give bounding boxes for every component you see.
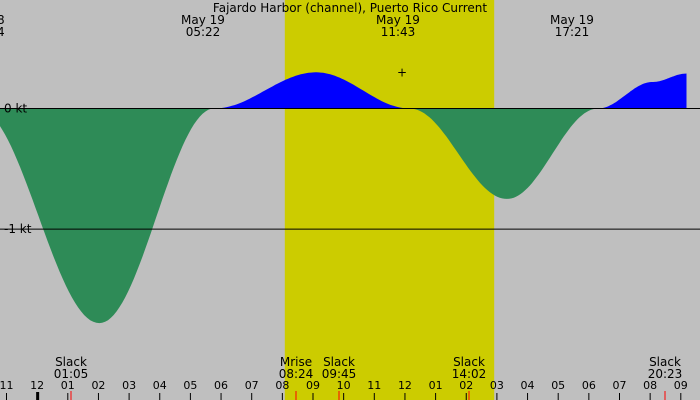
y-tick-label: 0 kt [4,102,27,116]
hour-tick-label: 12 [30,379,44,392]
bottom-event-name: Mrise [280,355,312,369]
y-axis-labels: 0 kt -1 kt [4,102,32,237]
bottom-event-name: Slack [323,355,355,369]
chart-title: Fajardo Harbor (channel), Puerto Rico Cu… [213,1,487,15]
hour-tick-label: 05 [551,379,565,392]
bottom-event-time: 14:02 [452,367,487,381]
hour-tick-label: 06 [582,379,596,392]
bottom-event-labels: Slack01:05Mrise08:24Slack09:45Slack14:02… [54,355,683,400]
hour-tick-label: 11 [0,379,14,392]
bottom-event-name: Slack [649,355,681,369]
top-partial-date: 8 [0,13,5,27]
hour-tick-label: 01 [429,379,443,392]
bottom-event-name: Slack [453,355,485,369]
hour-tick-label: 11 [367,379,381,392]
current-area: + [0,65,687,324]
reference-lines [0,108,700,230]
bottom-event-time: 09:45 [322,367,357,381]
hour-tick-label: 07 [245,379,259,392]
flood-area [214,72,410,109]
bottom-event-name: Slack [55,355,87,369]
max-marker: + [397,65,407,79]
top-event-date: May 19 [376,13,420,27]
hour-tick-label: 04 [521,379,535,392]
hour-tick-label: 03 [122,379,136,392]
bottom-event-time: 20:23 [648,367,683,381]
hour-tick-label: 07 [613,379,627,392]
hour-tick-label: 01 [61,379,75,392]
hour-tick-label: 09 [306,379,320,392]
hour-tick-label: 05 [183,379,197,392]
hour-tick-label: 02 [459,379,473,392]
midnight-marker [36,392,40,400]
top-event-date: May 19 [550,13,594,27]
top-event-time: 17:21 [555,25,590,39]
hour-tick-label: 08 [643,379,657,392]
bottom-event-time: 08:24 [279,367,314,381]
hour-tick-label: 06 [214,379,228,392]
daylight-band [284,0,495,400]
ebb-area [0,108,215,324]
top-event-time: 11:43 [381,25,416,39]
hour-tick-label: 02 [91,379,105,392]
hour-axis: 11 12 01 02 03 04 05 06 07 08 09 10 11 12 01 02 03 04 05 06… [0,379,688,400]
bottom-event-time: 01:05 [54,367,89,381]
top-partial-time: 4 [0,25,5,39]
hour-tick-label: 04 [153,379,167,392]
hour-tick-label: 10 [337,379,351,392]
ebb-area [409,108,598,199]
y-tick-label: -1 kt [4,222,32,236]
hour-tick-label: 03 [490,379,504,392]
hour-tick-label: 12 [398,379,412,392]
top-event-time: 05:22 [186,25,221,39]
hour-tick-label: 09 [674,379,688,392]
hour-tick-label: 08 [275,379,289,392]
top-event-date: May 19 [181,13,225,27]
flood-area [597,73,687,109]
